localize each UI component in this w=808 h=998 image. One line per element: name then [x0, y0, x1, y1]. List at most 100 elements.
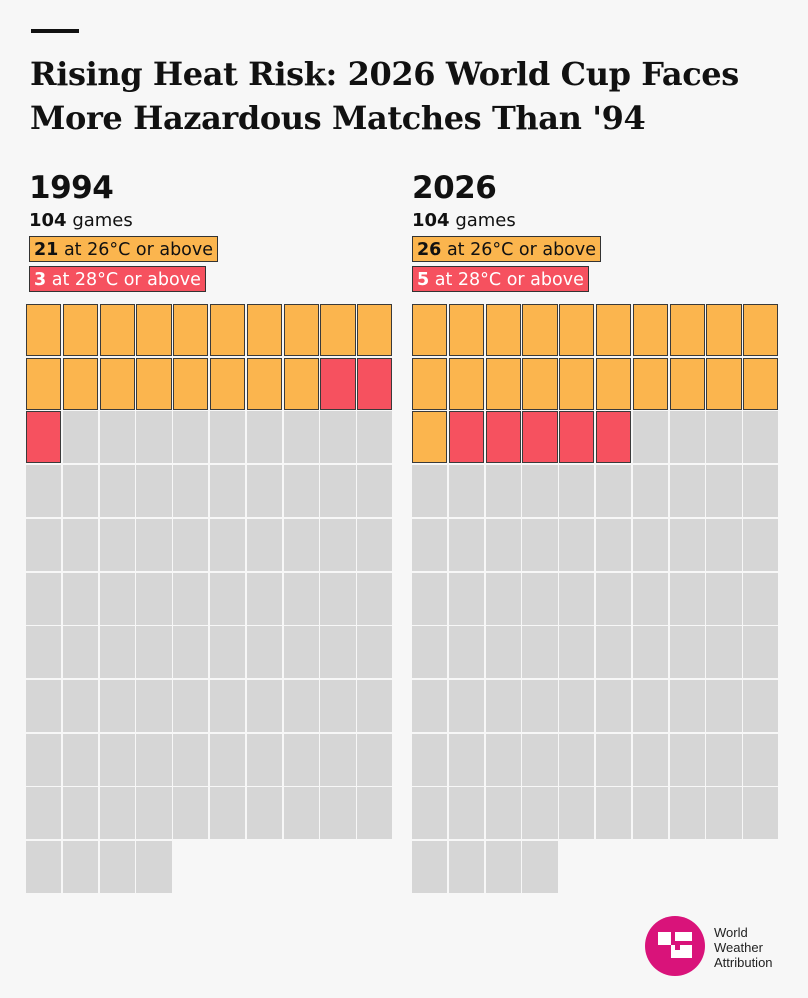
cell-26c — [173, 304, 209, 357]
cell-below-26c — [283, 787, 319, 840]
cell-below-26c — [596, 518, 632, 571]
cell-below-26c — [706, 787, 742, 840]
cell-below-26c — [485, 518, 521, 571]
cell-26c — [706, 304, 742, 357]
badge-28c-count: 3 — [34, 270, 47, 290]
cell-below-26c — [320, 465, 356, 518]
cell-below-26c — [485, 465, 521, 518]
cell-below-26c — [210, 626, 246, 679]
logo-line-3: Attribution — [714, 955, 773, 970]
cell-below-26c — [246, 787, 282, 840]
cell-below-26c — [320, 733, 356, 786]
cell-26c — [485, 304, 521, 357]
cell-below-26c — [559, 626, 595, 679]
cell-below-26c — [485, 733, 521, 786]
cell-below-26c — [559, 679, 595, 732]
cell-below-26c — [283, 411, 319, 464]
logo-wordmark: World Weather Attribution — [714, 925, 773, 970]
badge-26c-count: 21 — [34, 240, 59, 260]
cell-below-26c — [632, 465, 668, 518]
year-label: 1994 — [29, 170, 114, 206]
cell-below-26c — [210, 411, 246, 464]
cell-below-26c — [559, 518, 595, 571]
cell-below-26c — [62, 733, 98, 786]
cell-below-26c — [283, 518, 319, 571]
cell-below-26c — [136, 626, 172, 679]
cell-below-26c — [26, 465, 62, 518]
cell-below-26c — [357, 518, 393, 571]
cell-below-26c — [99, 733, 135, 786]
cell-26c — [62, 304, 98, 357]
badge-26c: 21 at 26°C or above — [29, 236, 219, 262]
cell-below-26c — [669, 626, 705, 679]
cell-26c — [210, 357, 246, 410]
cell-below-26c — [62, 572, 98, 625]
cell-28c — [448, 411, 484, 464]
title-rule — [31, 29, 79, 33]
cell-below-26c — [246, 572, 282, 625]
cell-26c — [448, 304, 484, 357]
world-weather-attribution-logo-icon — [645, 916, 705, 976]
cell-below-26c — [99, 465, 135, 518]
cell-below-26c — [669, 787, 705, 840]
cell-26c — [357, 304, 393, 357]
cell-below-26c — [706, 733, 742, 786]
cell-below-26c — [283, 465, 319, 518]
cell-below-26c — [596, 626, 632, 679]
cell-below-26c — [522, 787, 558, 840]
cell-below-26c — [210, 733, 246, 786]
cell-below-26c — [743, 572, 779, 625]
cell-below-26c — [99, 787, 135, 840]
cell-below-26c — [632, 679, 668, 732]
cell-below-26c — [706, 518, 742, 571]
cell-below-26c — [632, 518, 668, 571]
cell-below-26c — [669, 679, 705, 732]
cell-below-26c — [448, 626, 484, 679]
cell-below-26c — [743, 626, 779, 679]
cell-below-26c — [412, 841, 448, 894]
cell-below-26c — [596, 465, 632, 518]
cell-below-26c — [357, 733, 393, 786]
cell-below-26c — [706, 679, 742, 732]
cell-below-26c — [485, 841, 521, 894]
cell-below-26c — [559, 465, 595, 518]
cell-below-26c — [62, 626, 98, 679]
cell-below-26c — [743, 411, 779, 464]
cell-below-26c — [669, 411, 705, 464]
cell-26c — [173, 357, 209, 410]
cell-below-26c — [246, 626, 282, 679]
cell-26c — [412, 357, 448, 410]
cell-below-26c — [448, 518, 484, 571]
cell-below-26c — [485, 572, 521, 625]
cell-below-26c — [99, 626, 135, 679]
cell-below-26c — [62, 787, 98, 840]
games-number: 104 — [412, 210, 450, 231]
cell-below-26c — [522, 572, 558, 625]
cell-below-26c — [320, 626, 356, 679]
cell-26c — [743, 357, 779, 410]
cell-below-26c — [136, 411, 172, 464]
cell-below-26c — [246, 679, 282, 732]
cell-below-26c — [136, 572, 172, 625]
cell-below-26c — [173, 572, 209, 625]
badge-28c-label: at 28°C or above — [434, 270, 584, 290]
cell-below-26c — [559, 733, 595, 786]
cell-26c — [632, 304, 668, 357]
cell-below-26c — [173, 787, 209, 840]
badge-26c: 26 at 26°C or above — [412, 236, 602, 262]
cell-below-26c — [62, 841, 98, 894]
cell-below-26c — [412, 679, 448, 732]
cell-28c — [485, 411, 521, 464]
cell-below-26c — [246, 411, 282, 464]
cell-below-26c — [173, 465, 209, 518]
cell-below-26c — [99, 411, 135, 464]
cell-below-26c — [669, 572, 705, 625]
cell-26c — [136, 304, 172, 357]
cell-below-26c — [412, 787, 448, 840]
cell-below-26c — [26, 787, 62, 840]
cell-below-26c — [412, 733, 448, 786]
badge-28c-count: 5 — [417, 270, 430, 290]
logo-line-2: Weather — [714, 940, 763, 955]
cell-below-26c — [743, 787, 779, 840]
cell-26c — [62, 357, 98, 410]
